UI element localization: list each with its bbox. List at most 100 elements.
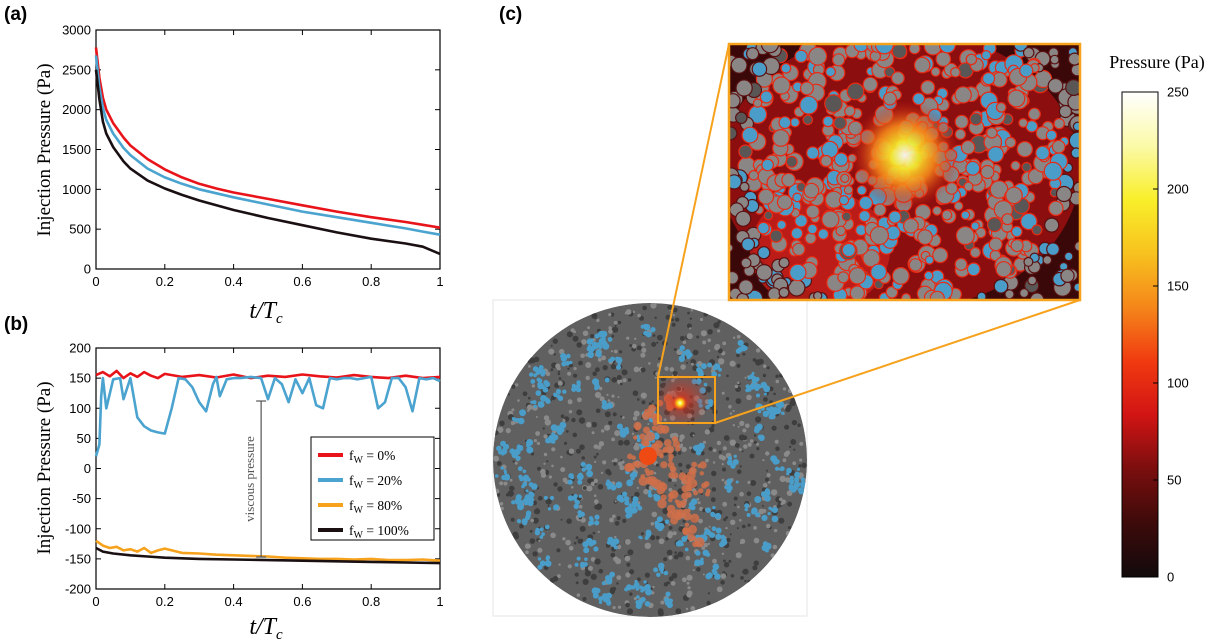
legend-entry-main: f <box>349 498 354 513</box>
grain <box>781 499 786 505</box>
inset-grain <box>843 185 854 195</box>
grain <box>696 335 700 339</box>
grain <box>597 357 602 362</box>
chart-b-xtick-label: 0.4 <box>225 594 243 609</box>
grain <box>740 576 744 580</box>
water-grain <box>755 376 760 382</box>
water-grain <box>770 455 778 463</box>
grain <box>716 355 720 359</box>
water-grain <box>715 533 722 540</box>
grain <box>699 317 704 322</box>
grain <box>772 544 778 550</box>
grain <box>712 448 717 453</box>
inset-grain <box>969 112 983 126</box>
grain <box>726 374 729 378</box>
inset-grain <box>1019 288 1030 299</box>
grain <box>517 399 520 402</box>
grain <box>615 558 622 565</box>
grain <box>799 458 803 462</box>
chart-b: 0 0.2 0.4 0.6 0.8 1 -200 -150 -100 -50 0 50 100 150 20… <box>34 341 444 643</box>
grain <box>512 531 519 538</box>
grain <box>667 304 673 310</box>
grain <box>739 465 742 468</box>
inset-water-grain <box>960 210 971 220</box>
grain <box>613 320 618 325</box>
water-grain <box>707 362 713 368</box>
grain <box>668 478 672 482</box>
water-grain <box>697 442 705 450</box>
grain <box>714 344 720 351</box>
inset-water-grain <box>858 209 871 223</box>
inset-water-grain <box>924 255 935 265</box>
chart-b-xtick-label: 0.8 <box>362 594 380 609</box>
grain <box>677 451 682 455</box>
grain <box>557 370 561 373</box>
grain <box>565 430 569 433</box>
panel-b-label: (b) <box>4 314 28 335</box>
finger-grain <box>668 453 674 460</box>
water-grain <box>544 381 551 388</box>
grain <box>534 508 541 515</box>
water-grain <box>720 534 726 540</box>
water-grain <box>633 582 640 588</box>
grain <box>535 416 538 418</box>
water-grain <box>565 360 570 366</box>
inset-grain <box>1065 79 1080 96</box>
inset-grain <box>988 237 1003 252</box>
inset-grain <box>891 44 908 59</box>
inset-grains <box>729 44 1080 300</box>
grain <box>563 441 568 445</box>
water-grain <box>528 482 534 487</box>
water-grain <box>698 559 704 566</box>
chart-b-xlabel-sub: c <box>276 627 283 643</box>
grain <box>531 384 536 388</box>
grain <box>532 500 537 506</box>
grain <box>593 494 597 498</box>
inset-water-grain <box>993 278 1009 294</box>
grain <box>579 444 585 451</box>
legend-entry-3: fW = 100% <box>349 523 409 541</box>
water-grain <box>727 456 733 461</box>
inset-grain <box>848 267 867 285</box>
finger-grain <box>674 499 679 504</box>
inset-water-grain <box>966 262 981 277</box>
viscous-pressure-label: viscous pressure <box>242 436 257 522</box>
grain <box>717 320 721 324</box>
chart-a-xtick-label: 0.4 <box>225 274 243 289</box>
grain <box>655 463 660 467</box>
inset-grain <box>778 257 790 269</box>
grain <box>632 310 636 314</box>
water-grain <box>645 331 652 338</box>
inset-water-grain <box>757 246 771 260</box>
water-grain <box>600 330 608 338</box>
grain <box>584 570 592 577</box>
grain <box>622 378 627 383</box>
water-grain <box>516 519 522 524</box>
grain <box>522 391 528 397</box>
water-grain <box>598 337 606 345</box>
chart-b-xtick-label: 0.2 <box>156 594 174 609</box>
water-grain <box>632 504 637 509</box>
water-grain <box>605 578 611 584</box>
grain <box>560 414 565 419</box>
grain <box>608 329 613 334</box>
water-grain <box>737 339 744 347</box>
chart-b-series-line-3 <box>95 546 441 565</box>
water-grain <box>517 503 524 511</box>
inset-water-grain <box>1072 121 1080 132</box>
grain <box>581 339 587 345</box>
grain <box>538 496 543 501</box>
water-grain <box>547 507 552 511</box>
grain <box>654 376 657 379</box>
water-grain <box>598 596 604 602</box>
inset-grain <box>986 217 1003 233</box>
chart-b-ytick-label: 0 <box>84 461 91 476</box>
chart-b-ylabel: Injection Pressure (Pa) <box>34 381 55 554</box>
inset-grain <box>767 287 782 300</box>
inset-water-grain <box>1073 282 1080 293</box>
grain <box>672 307 678 313</box>
grain <box>595 503 603 510</box>
finger-grain <box>642 426 651 434</box>
water-grain <box>624 587 629 592</box>
grain <box>679 335 685 341</box>
